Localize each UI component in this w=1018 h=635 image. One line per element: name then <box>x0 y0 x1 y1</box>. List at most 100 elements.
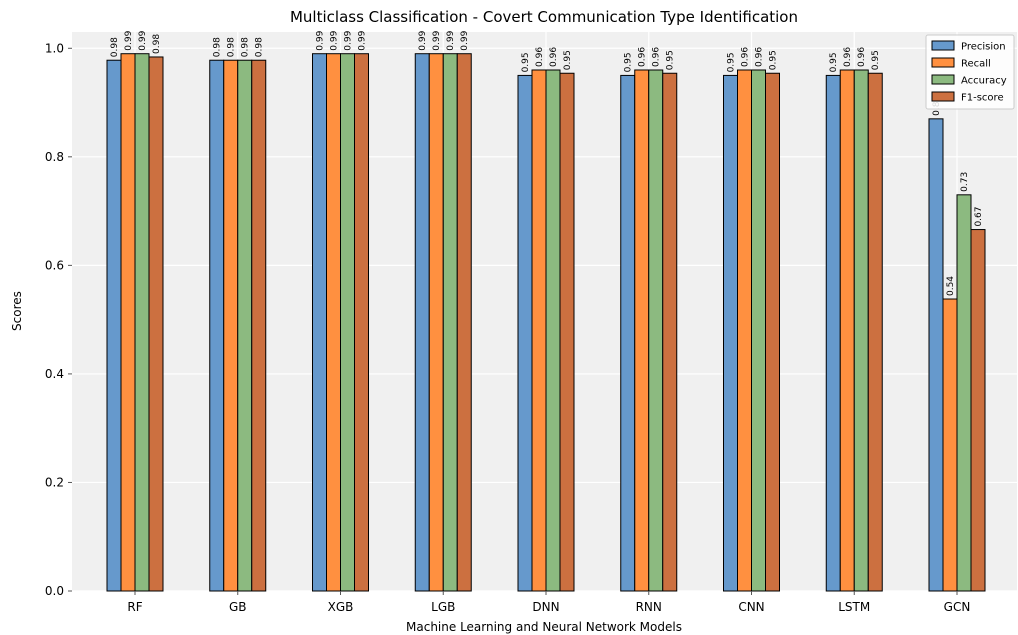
data-label: 0.99 <box>330 30 340 50</box>
bar-precision-rnn <box>620 74 636 592</box>
data-label: 0.99 <box>124 30 134 50</box>
data-label: 0.98 <box>213 37 223 57</box>
y-tick-label: 1.0 <box>45 41 64 55</box>
x-tick-label: GCN <box>944 600 971 614</box>
bar-precision-gcn <box>928 118 944 592</box>
bar-f1-score-rnn <box>662 72 678 592</box>
y-tick-label: 0.2 <box>45 475 64 489</box>
bar-precision-rf <box>106 59 122 592</box>
x-tick-label: GB <box>229 600 247 614</box>
data-label: 0.73 <box>960 172 970 192</box>
x-axis-label: Machine Learning and Neural Network Mode… <box>406 620 682 634</box>
bar-recall-xgb <box>326 53 341 592</box>
data-label: 0.95 <box>563 50 573 70</box>
data-label: 0.95 <box>769 50 779 70</box>
bar-recall-gb <box>223 59 239 592</box>
bar-recall-rnn <box>634 69 650 592</box>
bar-recall-cnn <box>737 69 752 592</box>
bar-accuracy-gcn <box>956 194 972 592</box>
data-label: 0.99 <box>446 30 456 50</box>
x-tick-label: CNN <box>738 600 764 614</box>
data-label: 0.96 <box>652 47 662 67</box>
bar-recall-gcn <box>942 298 958 592</box>
data-label: 0.96 <box>535 47 545 67</box>
data-label: 0.98 <box>241 37 251 57</box>
legend-swatch <box>931 40 955 51</box>
x-tick-label: RNN <box>636 600 662 614</box>
bar-recall-lstm <box>839 69 855 592</box>
x-tick-label: XGB <box>328 600 354 614</box>
data-label: 0.99 <box>316 30 326 50</box>
bars-layer <box>106 53 986 592</box>
bar-accuracy-dnn <box>545 69 561 592</box>
data-label: 0.67 <box>974 207 984 227</box>
legend-swatch <box>931 57 955 68</box>
bar-recall-lgb <box>428 53 444 592</box>
data-label: 0.95 <box>521 52 531 72</box>
data-label: 0.99 <box>418 30 428 50</box>
bar-precision-gb <box>209 59 225 592</box>
legend-swatch <box>931 74 955 85</box>
bar-precision-lstm <box>825 74 841 592</box>
data-label: 0.95 <box>666 50 676 70</box>
data-label: 0.96 <box>638 47 648 67</box>
data-label: 0.98 <box>227 37 237 57</box>
data-label: 0.54 <box>946 276 956 296</box>
y-tick-label: 0.0 <box>45 584 64 598</box>
x-tick-label: DNN <box>532 600 559 614</box>
bar-accuracy-rnn <box>648 69 664 592</box>
data-label: 0.98 <box>255 37 265 57</box>
legend-entry: F1-score <box>961 93 1004 104</box>
legend-box <box>925 34 1015 110</box>
data-label: 0.95 <box>624 52 634 72</box>
x-tick-label: RF <box>127 600 142 614</box>
data-label: 0.99 <box>460 30 470 50</box>
data-label: 0.99 <box>138 30 148 50</box>
data-label: 0.96 <box>549 47 559 67</box>
data-label: 0.96 <box>741 47 751 67</box>
bar-precision-xgb <box>312 53 327 592</box>
legend: Precision Recall Accuracy F1-score <box>925 34 1015 110</box>
data-label: 0.98 <box>152 34 162 54</box>
data-label: 0.99 <box>432 30 442 50</box>
data-label: 0.96 <box>755 47 765 67</box>
bar-f1-score-lstm <box>867 72 883 592</box>
bar-accuracy-rf <box>134 53 150 592</box>
bar-accuracy-xgb <box>340 53 355 592</box>
data-labels-layer: 0.980.980.990.990.950.950.950.950.870.99… <box>110 30 984 296</box>
chart-title: Multiclass Classification - Covert Commu… <box>290 8 798 26</box>
data-label: 0.99 <box>358 30 368 50</box>
bar-recall-dnn <box>531 69 547 592</box>
y-axis: 0.0 0.2 0.4 0.6 0.8 1.0 <box>45 41 72 598</box>
x-tick-label: LSTM <box>838 600 870 614</box>
data-label: 0.95 <box>829 52 839 72</box>
legend-swatch <box>931 91 955 102</box>
bar-accuracy-lstm <box>853 69 869 592</box>
bar-precision-cnn <box>723 74 738 592</box>
data-label: 0.98 <box>110 37 120 57</box>
bar-f1-score-xgb <box>354 53 369 592</box>
bar-recall-rf <box>120 53 136 592</box>
bar-precision-dnn <box>517 74 533 592</box>
data-label: 0.95 <box>871 50 881 70</box>
legend-entry: Recall <box>961 59 991 70</box>
bar-accuracy-cnn <box>751 69 766 592</box>
bar-f1-score-gcn <box>970 229 986 592</box>
bar-precision-lgb <box>414 53 430 592</box>
x-tick-label: LGB <box>431 600 455 614</box>
x-axis: RF GB XGB LGB DNN RNN CNN LSTM GCN <box>127 591 970 614</box>
bar-accuracy-gb <box>237 59 253 592</box>
bar-f1-score-cnn <box>765 72 780 592</box>
legend-entry: Precision <box>961 42 1006 53</box>
bar-f1-score-dnn <box>559 72 575 592</box>
bar-accuracy-lgb <box>442 53 458 592</box>
bar-f1-score-gb <box>251 59 267 592</box>
data-label: 0.96 <box>843 47 853 67</box>
y-axis-label: Scores <box>10 291 24 331</box>
y-tick-label: 0.8 <box>45 150 64 164</box>
bar-f1-score-lgb <box>456 53 472 592</box>
bar-f1-score-rf <box>148 56 164 592</box>
data-label: 0.96 <box>857 47 867 67</box>
